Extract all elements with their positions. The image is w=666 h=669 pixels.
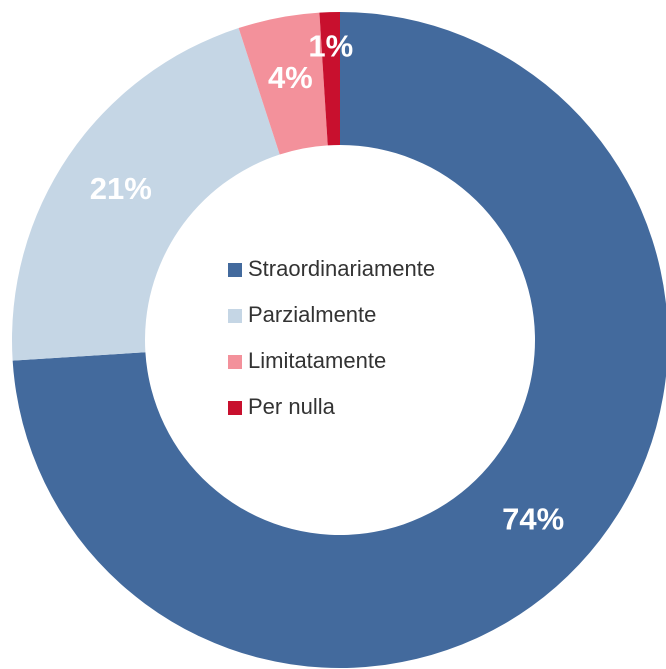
donut-segment: [11, 28, 280, 361]
legend-label: Per nulla: [248, 394, 336, 419]
value-label: 4%: [268, 60, 313, 95]
value-label: 1%: [308, 28, 353, 63]
donut-segment: [12, 12, 666, 668]
value-label: 74%: [502, 502, 564, 537]
donut-segment: [238, 12, 328, 155]
legend-swatch: [228, 263, 242, 277]
value-label: 21%: [90, 171, 152, 206]
legend-label: Straordinariamente: [248, 256, 435, 281]
legend-swatch: [228, 401, 242, 415]
donut-segment: [319, 12, 340, 146]
legend-label: Parzialmente: [248, 302, 376, 327]
legend-label: Limitatamente: [248, 348, 386, 373]
legend-swatch: [228, 355, 242, 369]
legend-swatch: [228, 309, 242, 323]
